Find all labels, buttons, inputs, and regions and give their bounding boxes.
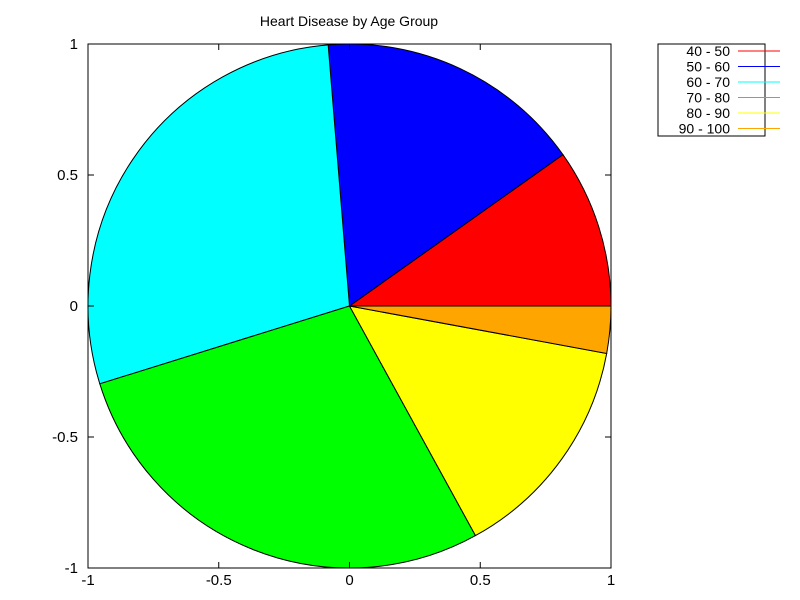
legend-label: 70 - 80 (686, 90, 730, 106)
x-tick-label: 0.5 (470, 572, 491, 589)
x-tick-label: -1 (81, 572, 94, 589)
y-tick-label: 0.5 (57, 167, 78, 184)
pie-slice-80-90 (348, 305, 608, 537)
legend-label: 60 - 70 (686, 74, 730, 90)
y-tick-label: -1 (65, 560, 78, 577)
y-tick-label: -0.5 (52, 429, 78, 446)
x-tick-label: -0.5 (206, 572, 232, 589)
pie-slices (87, 43, 612, 569)
y-tick-label: 1 (70, 36, 78, 53)
chart-title: Heart Disease by Age Group (260, 13, 438, 29)
y-tick-label: 0 (70, 298, 78, 315)
legend-label: 40 - 50 (686, 43, 730, 59)
legend-label: 80 - 90 (686, 105, 730, 121)
pie-slice-60-70 (87, 44, 351, 385)
x-tick-label: 1 (607, 572, 615, 589)
x-tick-label: 0 (345, 572, 353, 589)
legend-label: 90 - 100 (679, 121, 731, 137)
pie-slice-70-80 (99, 305, 477, 569)
legend-box (657, 43, 766, 137)
axis-ticks: -1 -0.5 0 0.5 1 1 0.5 0 -0.5 -1 (52, 36, 615, 589)
legend-label: 50 - 60 (686, 59, 730, 75)
